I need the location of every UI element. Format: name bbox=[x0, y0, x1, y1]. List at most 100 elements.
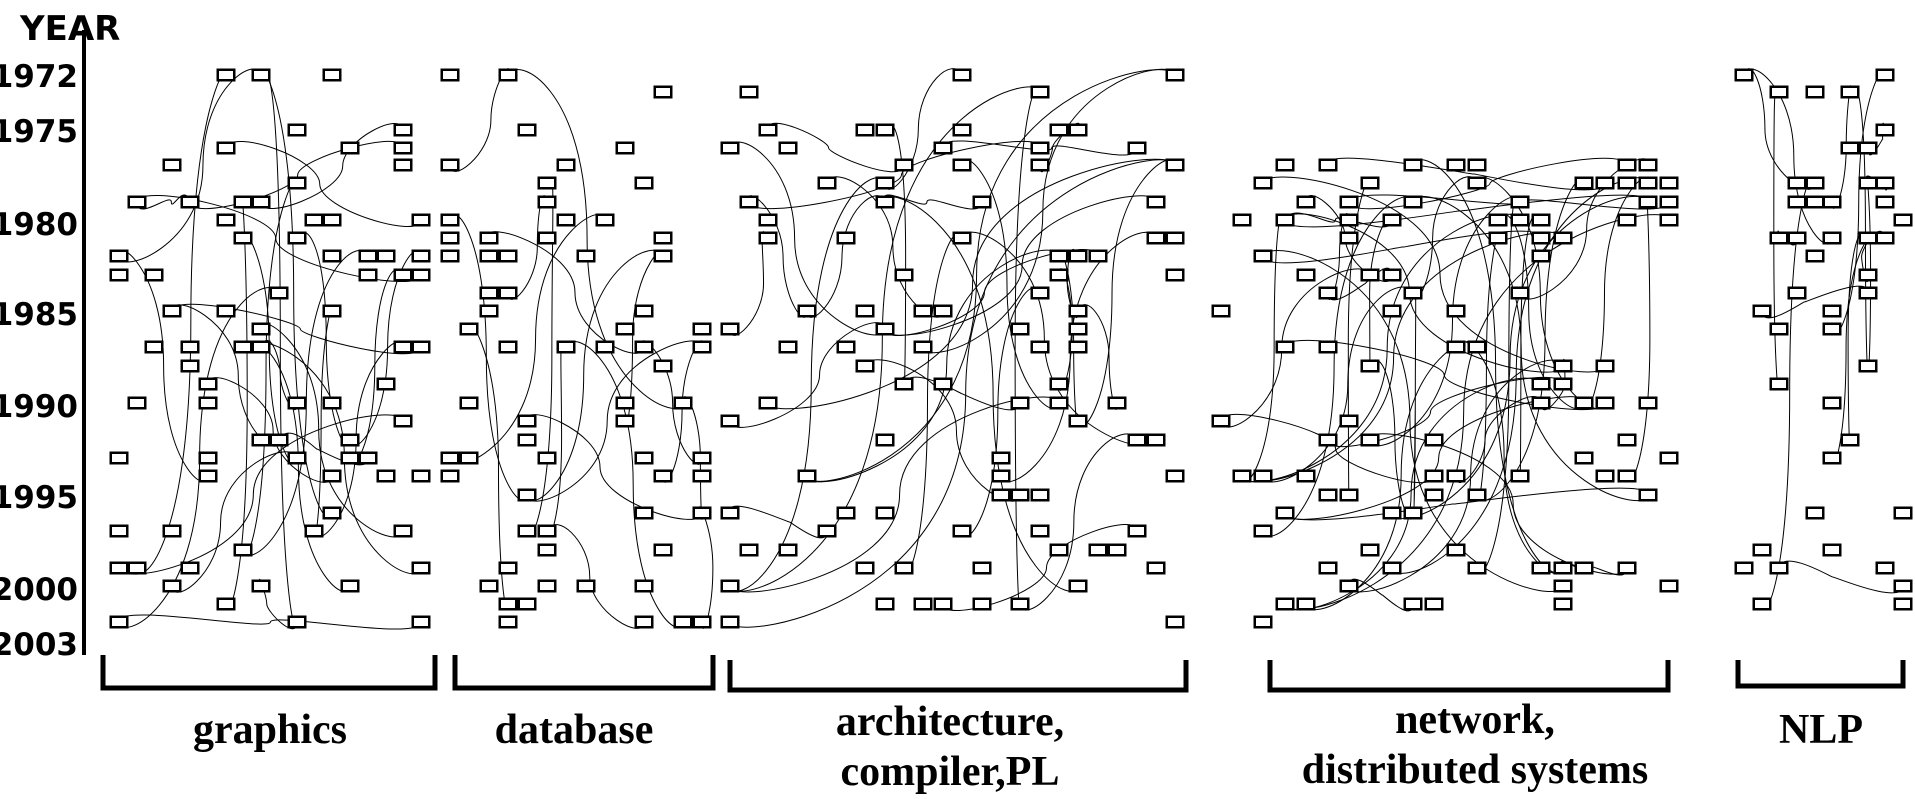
paper-node bbox=[1659, 451, 1679, 465]
paper-node-inner bbox=[618, 144, 632, 152]
paper-node bbox=[376, 469, 396, 483]
paper-node bbox=[1553, 597, 1573, 611]
paper-node-inner bbox=[1620, 436, 1634, 444]
paper-node bbox=[720, 414, 740, 428]
citation-link bbox=[526, 340, 703, 502]
paper-node bbox=[1617, 561, 1637, 575]
paper-node bbox=[1403, 158, 1423, 172]
paper-node bbox=[1617, 213, 1637, 227]
citation-link bbox=[942, 140, 1138, 156]
citation-link bbox=[118, 614, 422, 630]
paper-node bbox=[1446, 543, 1466, 557]
paper-node bbox=[322, 506, 342, 520]
paper-node bbox=[1893, 579, 1913, 593]
paper-node bbox=[1638, 488, 1658, 502]
paper-node-inner bbox=[1577, 454, 1591, 462]
paper-node bbox=[1424, 469, 1444, 483]
paper-node bbox=[216, 597, 236, 611]
paper-node-inner bbox=[414, 618, 428, 626]
paper-node-inner bbox=[1071, 417, 1085, 425]
paper-node bbox=[393, 524, 413, 538]
paper-node bbox=[634, 451, 654, 465]
paper-node bbox=[1805, 506, 1825, 520]
paper-node-inner bbox=[1772, 234, 1786, 242]
paper-node-inner bbox=[1556, 380, 1570, 388]
paper-node-inner bbox=[147, 343, 161, 351]
paper-node-inner bbox=[1825, 546, 1839, 554]
paper-node-inner bbox=[325, 472, 339, 480]
paper-node-inner bbox=[540, 234, 554, 242]
paper-node-inner bbox=[1878, 71, 1892, 79]
paper-node bbox=[251, 195, 271, 209]
paper-node bbox=[479, 579, 499, 593]
paper-node-inner bbox=[1641, 179, 1655, 187]
paper-node-inner bbox=[656, 88, 670, 96]
paper-node bbox=[1165, 615, 1185, 629]
paper-node bbox=[836, 231, 856, 245]
paper-node bbox=[180, 359, 200, 373]
paper-node bbox=[739, 195, 759, 209]
paper-node-inner bbox=[637, 343, 651, 351]
paper-node-inner bbox=[936, 600, 950, 608]
paper-node-inner bbox=[723, 144, 737, 152]
paper-node-inner bbox=[1130, 436, 1144, 444]
citation-link bbox=[526, 177, 554, 537]
paper-node bbox=[537, 195, 557, 209]
paper-node bbox=[109, 561, 129, 575]
paper-node bbox=[251, 579, 271, 593]
citation-link bbox=[1348, 157, 1628, 210]
paper-node bbox=[615, 141, 635, 155]
paper-node bbox=[653, 359, 673, 373]
citation-link bbox=[1327, 157, 1606, 191]
paper-node bbox=[479, 231, 499, 245]
paper-node bbox=[875, 433, 895, 447]
paper-node-inner bbox=[1662, 216, 1676, 224]
paper-node-inner bbox=[501, 71, 515, 79]
paper-node-inner bbox=[183, 198, 197, 206]
paper-node bbox=[1165, 68, 1185, 82]
paper-node bbox=[991, 451, 1011, 465]
paper-node-inner bbox=[1896, 600, 1910, 608]
paper-node bbox=[1769, 231, 1789, 245]
paper-node bbox=[537, 176, 557, 190]
paper-node-inner bbox=[955, 234, 969, 242]
paper-node bbox=[692, 506, 712, 520]
paper-node bbox=[1030, 524, 1050, 538]
paper-node bbox=[287, 615, 307, 629]
paper-node-inner bbox=[1878, 179, 1892, 187]
paper-node-inner bbox=[1491, 234, 1505, 242]
paper-node-inner bbox=[1256, 527, 1270, 535]
paper-node-inner bbox=[1363, 271, 1377, 279]
paper-node bbox=[1360, 176, 1380, 190]
paper-node-inner bbox=[955, 161, 969, 169]
paper-node-inner bbox=[254, 436, 268, 444]
paper-node bbox=[720, 506, 740, 520]
paper-node-inner bbox=[414, 252, 428, 260]
citation-link bbox=[729, 322, 886, 428]
paper-node bbox=[1553, 359, 1573, 373]
paper-node-inner bbox=[1556, 564, 1570, 572]
paper-node bbox=[1510, 195, 1530, 209]
citation-link bbox=[942, 523, 1138, 612]
paper-node bbox=[673, 615, 693, 629]
paper-node bbox=[1875, 561, 1895, 575]
paper-node bbox=[1446, 340, 1466, 354]
paper-node-inner bbox=[1013, 325, 1027, 333]
paper-node-inner bbox=[540, 582, 554, 590]
paper-node-inner bbox=[1598, 362, 1612, 370]
paper-node bbox=[340, 433, 360, 447]
paper-node-inner bbox=[1214, 417, 1228, 425]
paper-node bbox=[1446, 469, 1466, 483]
paper-node bbox=[1318, 340, 1338, 354]
paper-node-inner bbox=[482, 307, 496, 315]
paper-node bbox=[1805, 176, 1825, 190]
citation-link bbox=[488, 231, 645, 354]
paper-node-inner bbox=[254, 198, 268, 206]
paper-node bbox=[875, 195, 895, 209]
paper-node bbox=[322, 396, 342, 410]
paper-node-inner bbox=[414, 216, 428, 224]
paper-node-inner bbox=[183, 343, 197, 351]
paper-node-inner bbox=[396, 126, 410, 134]
paper-node-inner bbox=[1843, 144, 1857, 152]
paper-node bbox=[1360, 359, 1380, 373]
